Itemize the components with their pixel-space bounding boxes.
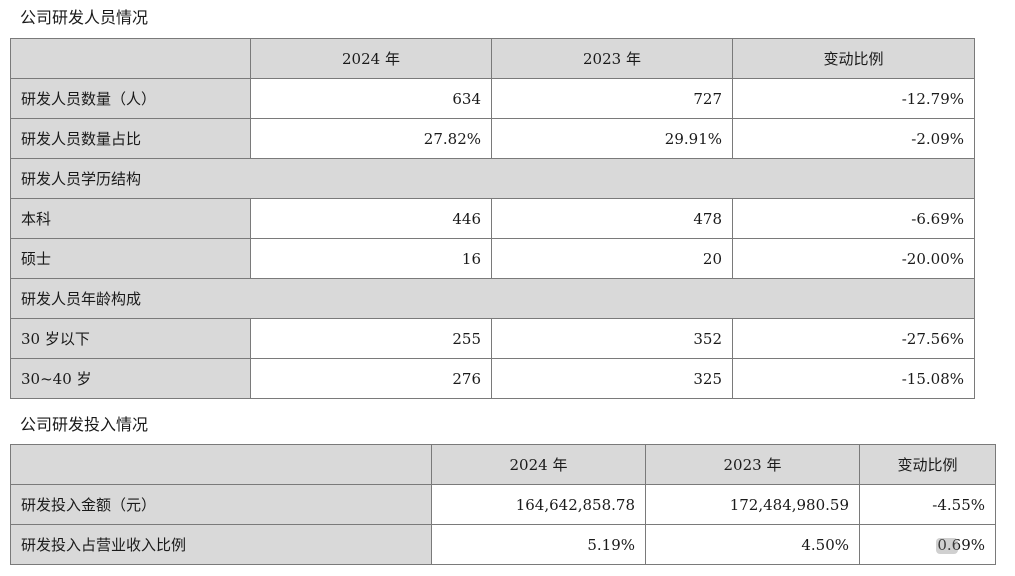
value-2024: 27.82%: [250, 118, 492, 159]
personnel-table: 2024 年 2023 年 变动比例 研发人员数量（人） 634 727 -12…: [10, 38, 975, 399]
table-row: 研发投入金额（元） 164,642,858.78 172,484,980.59 …: [10, 484, 996, 525]
table-row: 硕士 16 20 -20.00%: [10, 238, 975, 279]
header-cell: 变动比例: [732, 38, 975, 79]
table-row: 研发人员数量（人） 634 727 -12.79%: [10, 78, 975, 119]
row-label: 硕士: [10, 238, 251, 279]
header-cell: [10, 444, 432, 485]
header-cell: [10, 38, 251, 79]
change-ratio: -27.56%: [732, 318, 975, 359]
group-label: 研发人员年龄构成: [10, 278, 975, 319]
row-label: 研发投入金额（元）: [10, 484, 432, 525]
group-header-row: 研发人员年龄构成: [10, 278, 975, 319]
value-2024: 16: [250, 238, 492, 279]
table-header-row: 2024 年 2023 年 变动比例: [10, 444, 996, 485]
value-2023: 478: [491, 198, 733, 239]
change-ratio: -4.55%: [859, 484, 996, 525]
header-cell: 变动比例: [859, 444, 996, 485]
row-label: 本科: [10, 198, 251, 239]
value-2023: 352: [491, 318, 733, 359]
row-label: 研发投入占营业收入比例: [10, 524, 432, 565]
table-row: 30~40 岁 276 325 -15.08%: [10, 358, 975, 399]
table-row: 本科 446 478 -6.69%: [10, 198, 975, 239]
row-label: 研发人员数量（人）: [10, 78, 251, 119]
value-2024: 5.19%: [431, 524, 646, 565]
change-ratio: -12.79%: [732, 78, 975, 119]
group-label: 研发人员学历结构: [10, 158, 975, 199]
value-2024: 164,642,858.78: [431, 484, 646, 525]
value-2023: 727: [491, 78, 733, 119]
value-2023: 325: [491, 358, 733, 399]
watermark-logo: [936, 538, 958, 554]
change-ratio: -15.08%: [732, 358, 975, 399]
value-2024: 255: [250, 318, 492, 359]
row-label: 研发人员数量占比: [10, 118, 251, 159]
change-ratio: -6.69%: [732, 198, 975, 239]
value-2024: 446: [250, 198, 492, 239]
investment-table: 2024 年 2023 年 变动比例 研发投入金额（元） 164,642,858…: [10, 444, 996, 565]
value-2023: 4.50%: [645, 524, 860, 565]
change-ratio: -2.09%: [732, 118, 975, 159]
change-ratio: -20.00%: [732, 238, 975, 279]
change-ratio: 0.69%: [859, 524, 996, 565]
group-header-row: 研发人员学历结构: [10, 158, 975, 199]
personnel-section-title: 公司研发人员情况: [20, 8, 149, 27]
investment-section-title: 公司研发投入情况: [20, 415, 149, 434]
row-label: 30 岁以下: [10, 318, 251, 359]
table-header-row: 2024 年 2023 年 变动比例: [10, 38, 975, 79]
header-cell: 2024 年: [250, 38, 492, 79]
value-2023: 29.91%: [491, 118, 733, 159]
table-row: 研发人员数量占比 27.82% 29.91% -2.09%: [10, 118, 975, 159]
value-2024: 276: [250, 358, 492, 399]
header-cell: 2023 年: [645, 444, 860, 485]
table-row: 30 岁以下 255 352 -27.56%: [10, 318, 975, 359]
value-2023: 20: [491, 238, 733, 279]
value-2024: 634: [250, 78, 492, 119]
header-cell: 2024 年: [431, 444, 646, 485]
value-2023: 172,484,980.59: [645, 484, 860, 525]
row-label: 30~40 岁: [10, 358, 251, 399]
header-cell: 2023 年: [491, 38, 733, 79]
table-row: 研发投入占营业收入比例 5.19% 4.50% 0.69%: [10, 524, 996, 565]
